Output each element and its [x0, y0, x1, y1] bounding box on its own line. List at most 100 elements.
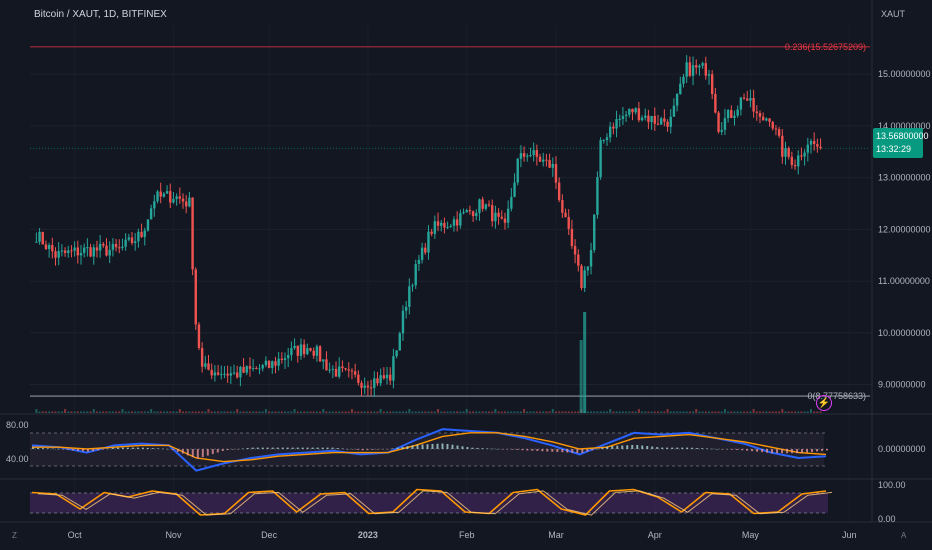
candle-body — [162, 193, 166, 197]
osc-histogram-bar — [591, 449, 594, 451]
volume-bar — [567, 411, 570, 413]
candle-body — [797, 155, 800, 167]
candle-body — [146, 219, 150, 231]
volume-bar — [408, 409, 411, 413]
candle-body — [809, 140, 813, 145]
volume-bar-spike — [579, 340, 583, 413]
candle-body — [478, 199, 481, 214]
candle-body — [704, 63, 708, 76]
osc-histogram-bar — [791, 449, 794, 454]
volume-bar — [621, 411, 624, 413]
candle-body — [38, 231, 41, 242]
candle-body — [220, 374, 223, 376]
volume-bar — [178, 409, 181, 413]
osc-histogram-bar — [126, 447, 129, 449]
osc-histogram-bar — [741, 449, 744, 451]
candle-body — [542, 159, 545, 162]
osc-histogram-bar — [91, 449, 94, 452]
candle-body — [350, 370, 354, 372]
volume-bar — [357, 411, 360, 413]
volume-bar — [806, 411, 809, 413]
candle-body — [204, 363, 207, 367]
volume-bar — [529, 411, 532, 413]
candle-body — [522, 153, 526, 157]
volume-bar — [532, 411, 535, 413]
candle-body — [816, 143, 819, 147]
volume-bar — [666, 409, 669, 413]
candle-body — [510, 196, 513, 209]
osc-histogram-bar — [276, 447, 279, 449]
volume-bar — [124, 411, 127, 413]
candle-body — [76, 247, 80, 256]
volume-bar — [554, 411, 557, 413]
auto-scale-toggle[interactable]: A — [901, 531, 907, 540]
candle-body — [92, 247, 95, 257]
volume-bar-spike — [583, 312, 587, 413]
candle-body — [755, 111, 759, 114]
candle-body — [306, 348, 309, 355]
time-tick-label: Apr — [648, 530, 662, 540]
price-axis[interactable]: 9.00000000 10.00000000 11.00000000 12.00000… — [878, 69, 931, 389]
osc-histogram-bar — [286, 447, 289, 449]
osc-histogram-bar — [561, 449, 564, 453]
volume-bar — [507, 411, 510, 413]
candle-body — [481, 199, 484, 209]
volume-bar — [182, 411, 185, 413]
candle-body — [290, 348, 293, 356]
volume-bar — [325, 411, 328, 413]
candle-body — [471, 211, 475, 217]
volume-bar — [564, 411, 567, 413]
osc-histogram-bar — [236, 449, 239, 450]
volume-bar — [714, 411, 717, 413]
candle-body — [369, 387, 373, 389]
candle-body — [726, 110, 730, 119]
candle-body — [500, 216, 503, 219]
osc-histogram-bar — [261, 447, 264, 449]
candle-body — [373, 378, 376, 388]
volume-bar — [252, 411, 255, 413]
volume-bar — [373, 411, 376, 413]
volume-bar — [338, 411, 341, 413]
candle-body — [491, 205, 494, 222]
volume-bar — [733, 411, 736, 413]
candle-body — [710, 74, 714, 95]
volume-bar — [704, 411, 707, 413]
volume-bar — [803, 411, 806, 413]
osc-histogram-bar — [691, 447, 694, 449]
volume-bar — [220, 411, 223, 413]
osc-histogram-bar — [576, 449, 579, 454]
osc-histogram-bar — [301, 447, 304, 449]
osc-histogram-bar — [651, 446, 654, 449]
volume-bar — [76, 411, 79, 413]
osc-histogram-bar — [86, 449, 89, 452]
candle-body — [497, 212, 500, 217]
candle-body — [714, 94, 717, 113]
volume-bar — [656, 411, 659, 413]
candle-body — [293, 345, 296, 349]
volume-bar — [472, 411, 475, 413]
candle-body — [777, 129, 781, 136]
stoch-k-line — [31, 488, 827, 516]
candle-body — [54, 251, 57, 258]
lightning-alert-icon[interactable]: ⚡ — [816, 395, 832, 411]
time-axis[interactable]: Oct Nov Dec 2023 Feb Mar Apr May Jun — [68, 530, 857, 540]
volume-bar — [628, 411, 631, 413]
osc-histogram-bar — [611, 445, 614, 449]
osc-histogram-bar — [636, 444, 639, 449]
timezone-toggle[interactable]: Z — [12, 531, 17, 540]
volume-bar — [370, 411, 373, 413]
osc-histogram-bar — [141, 447, 144, 449]
volume-bar — [414, 411, 417, 413]
candle-body — [730, 110, 733, 118]
candle-body — [656, 123, 660, 125]
osc-histogram-bar — [96, 449, 99, 451]
volume-bar — [156, 411, 159, 413]
candle-body — [666, 121, 669, 127]
candle-body — [105, 245, 108, 256]
volume-bar — [38, 411, 41, 413]
volume-bar — [644, 411, 647, 413]
osc-histogram-bar — [811, 449, 814, 452]
volume-bar — [366, 411, 369, 413]
volume-bar — [242, 411, 245, 413]
